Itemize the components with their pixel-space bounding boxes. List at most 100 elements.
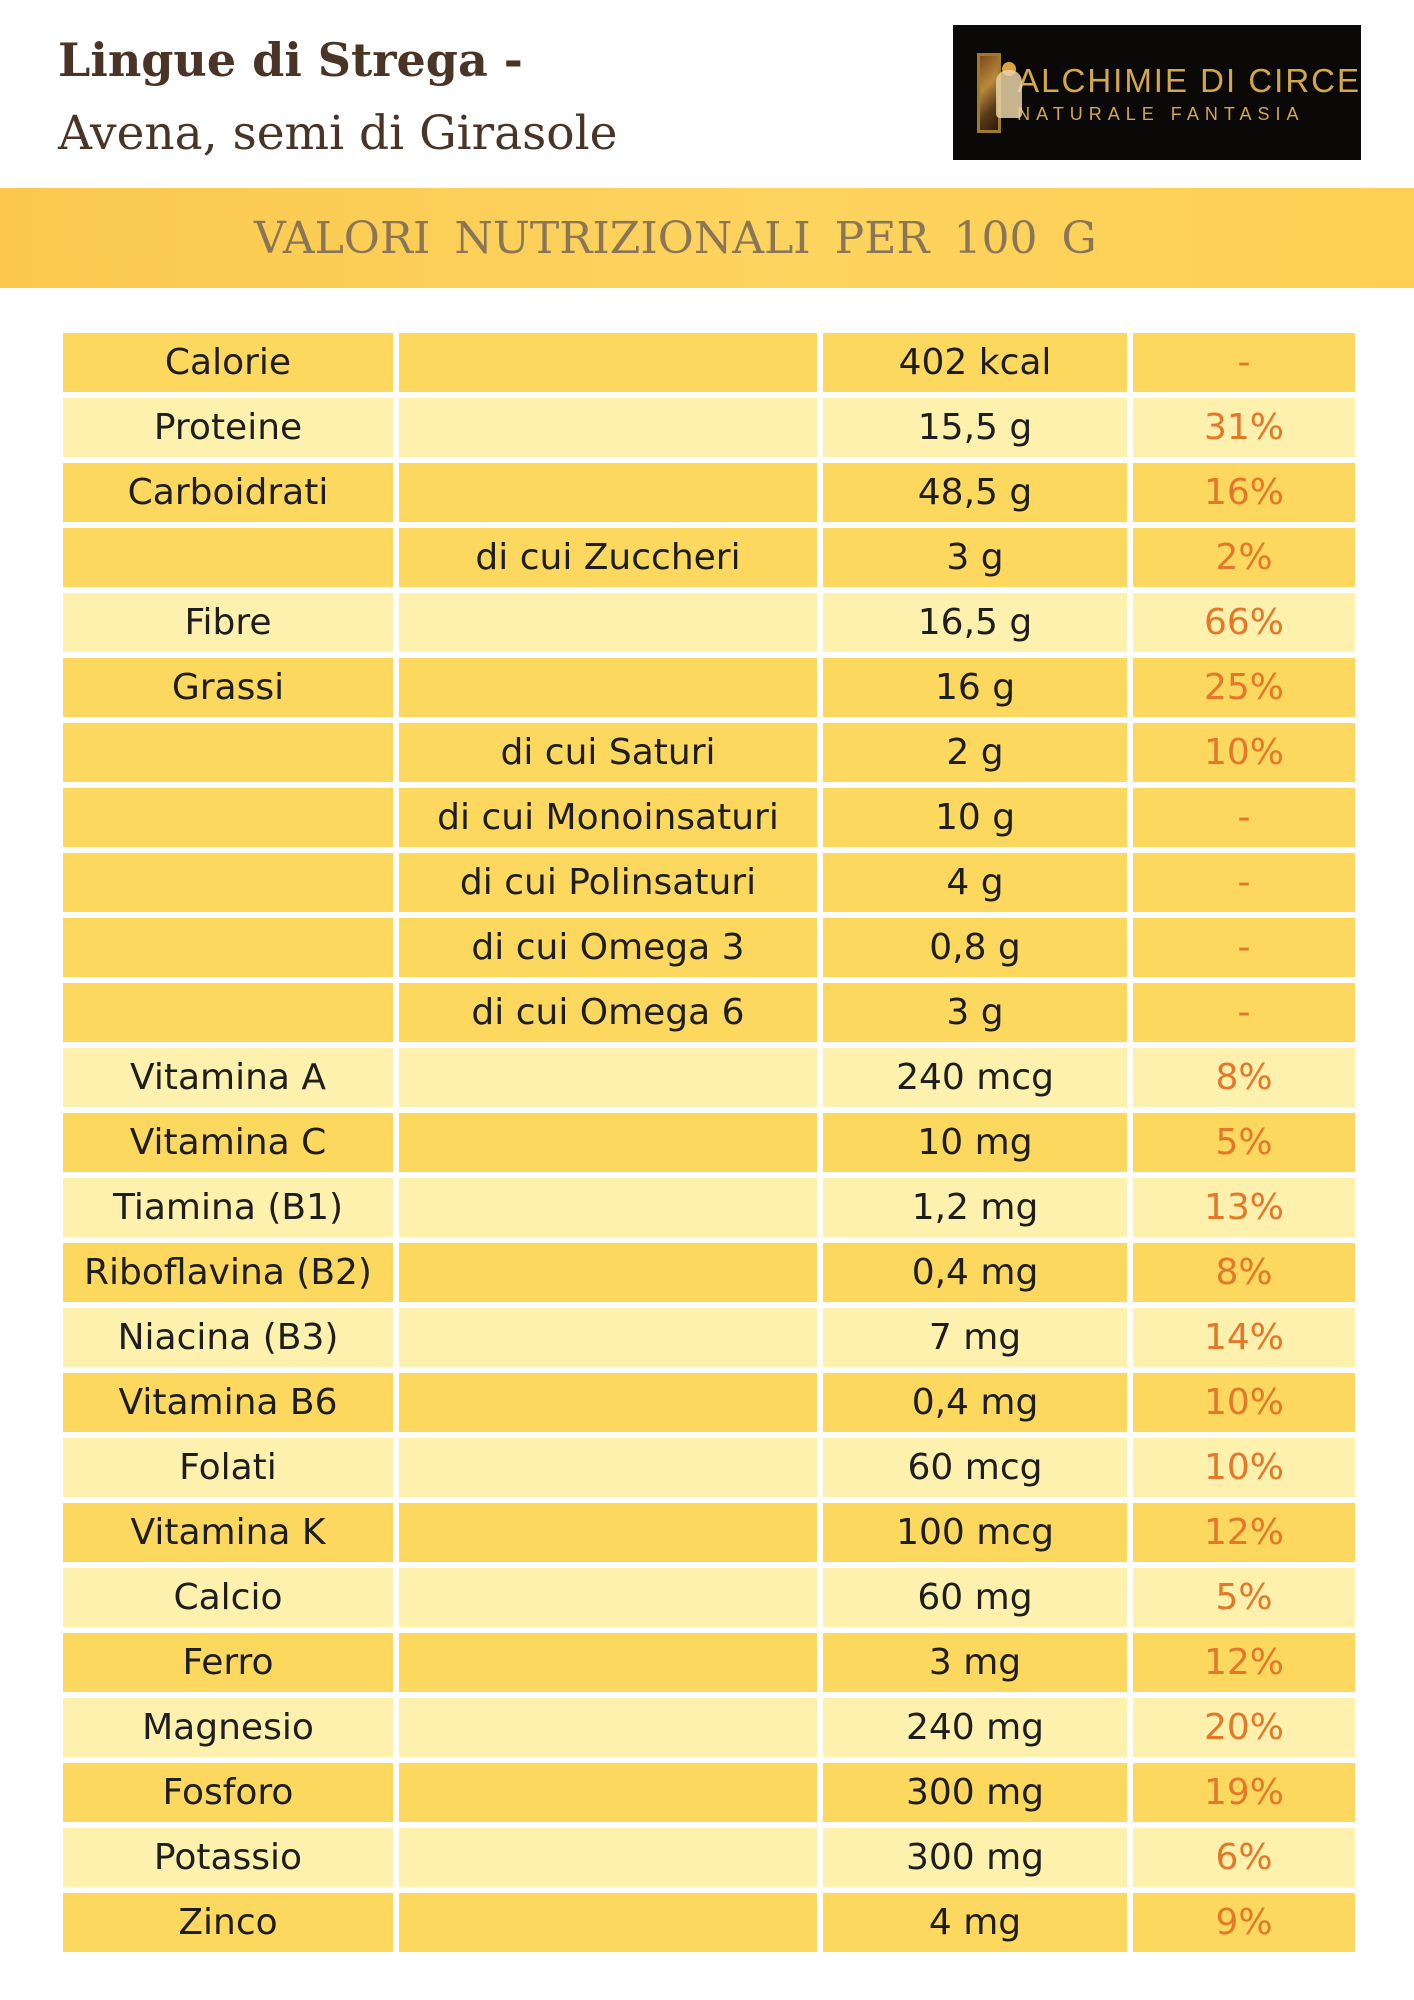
nutrient-name: Carboidrati bbox=[63, 463, 393, 522]
nutrient-value: 240 mg bbox=[823, 1698, 1127, 1757]
nutrient-name: Vitamina C bbox=[63, 1113, 393, 1172]
nutrient-value: 15,5 g bbox=[823, 398, 1127, 457]
nutrition-table: Calorie 402 kcal - Proteine 15,5 g 31% Carboid… bbox=[63, 333, 1355, 1958]
nutrient-subtype bbox=[399, 1503, 817, 1562]
table-row: Folati 60 mcg 10% bbox=[63, 1438, 1355, 1497]
nutrient-name bbox=[63, 853, 393, 912]
nutrient-value: 16,5 g bbox=[823, 593, 1127, 652]
nutrient-percent: 66% bbox=[1133, 593, 1355, 652]
nutrient-percent: - bbox=[1133, 983, 1355, 1042]
table-row: Carboidrati 48,5 g 16% bbox=[63, 463, 1355, 522]
nutrient-percent: 5% bbox=[1133, 1568, 1355, 1627]
nutrient-value: 10 g bbox=[823, 788, 1127, 847]
nutrient-subtype bbox=[399, 658, 817, 717]
nutrient-name bbox=[63, 723, 393, 782]
nutrient-percent: 8% bbox=[1133, 1243, 1355, 1302]
section-banner: VALORI NUTRIZIONALI PER 100 G bbox=[0, 188, 1414, 288]
nutrient-subtype bbox=[399, 1243, 817, 1302]
nutrient-subtype bbox=[399, 1438, 817, 1497]
nutrient-name: Zinco bbox=[63, 1893, 393, 1952]
table-row: Fibre 16,5 g 66% bbox=[63, 593, 1355, 652]
nutrient-value: 4 mg bbox=[823, 1893, 1127, 1952]
nutrient-name: Ferro bbox=[63, 1633, 393, 1692]
nutrient-value: 10 mg bbox=[823, 1113, 1127, 1172]
nutrient-subtype bbox=[399, 398, 817, 457]
nutrient-value: 3 g bbox=[823, 983, 1127, 1042]
nutrient-percent: 10% bbox=[1133, 1373, 1355, 1432]
title-block: Lingue di Strega - Avena, semi di Giraso… bbox=[58, 24, 617, 172]
nutrient-subtype bbox=[399, 1308, 817, 1367]
nutrient-percent: 2% bbox=[1133, 528, 1355, 587]
table-row: Niacina (B3) 7 mg 14% bbox=[63, 1308, 1355, 1367]
nutrient-value: 402 kcal bbox=[823, 333, 1127, 392]
nutrient-percent: 19% bbox=[1133, 1763, 1355, 1822]
nutrient-name: Riboflavina (B2) bbox=[63, 1243, 393, 1302]
nutrient-percent: 10% bbox=[1133, 723, 1355, 782]
nutrient-percent: 10% bbox=[1133, 1438, 1355, 1497]
nutrient-subtype: di cui Omega 3 bbox=[399, 918, 817, 977]
table-row: Riboflavina (B2) 0,4 mg 8% bbox=[63, 1243, 1355, 1302]
nutrient-subtype bbox=[399, 1893, 817, 1952]
table-row: Fosforo 300 mg 19% bbox=[63, 1763, 1355, 1822]
nutrient-subtype bbox=[399, 1828, 817, 1887]
table-row: Vitamina B6 0,4 mg 10% bbox=[63, 1373, 1355, 1432]
nutrient-percent: - bbox=[1133, 788, 1355, 847]
nutrient-subtype: di cui Zuccheri bbox=[399, 528, 817, 587]
nutrient-subtype bbox=[399, 593, 817, 652]
nutrient-value: 3 g bbox=[823, 528, 1127, 587]
table-row: Vitamina A 240 mcg 8% bbox=[63, 1048, 1355, 1107]
table-row: Magnesio 240 mg 20% bbox=[63, 1698, 1355, 1757]
nutrient-value: 60 mcg bbox=[823, 1438, 1127, 1497]
table-row: Grassi 16 g 25% bbox=[63, 658, 1355, 717]
nutrient-value: 16 g bbox=[823, 658, 1127, 717]
nutrient-percent: - bbox=[1133, 333, 1355, 392]
table-row: Vitamina K 100 mcg 12% bbox=[63, 1503, 1355, 1562]
nutrient-subtype bbox=[399, 1113, 817, 1172]
table-row: Potassio 300 mg 6% bbox=[63, 1828, 1355, 1887]
nutrient-subtype bbox=[399, 333, 817, 392]
table-row: di cui Saturi 2 g 10% bbox=[63, 723, 1355, 782]
nutrient-subtype bbox=[399, 463, 817, 522]
nutrient-name: Grassi bbox=[63, 658, 393, 717]
nutrient-subtype bbox=[399, 1568, 817, 1627]
nutrient-value: 100 mcg bbox=[823, 1503, 1127, 1562]
nutrient-value: 0,4 mg bbox=[823, 1373, 1127, 1432]
nutrient-percent: 31% bbox=[1133, 398, 1355, 457]
nutrient-subtype: di cui Saturi bbox=[399, 723, 817, 782]
nutrient-name bbox=[63, 788, 393, 847]
nutrient-subtype bbox=[399, 1178, 817, 1237]
nutrient-name: Folati bbox=[63, 1438, 393, 1497]
nutrient-percent: 12% bbox=[1133, 1503, 1355, 1562]
logo-text: ALCHIMIE DI CIRCE NATURALE FANTASIA bbox=[1017, 60, 1361, 126]
nutrient-name: Fosforo bbox=[63, 1763, 393, 1822]
table-row: di cui Zuccheri 3 g 2% bbox=[63, 528, 1355, 587]
nutrient-value: 0,8 g bbox=[823, 918, 1127, 977]
nutrient-name bbox=[63, 528, 393, 587]
brand-name: ALCHIMIE DI CIRCE bbox=[1017, 61, 1361, 99]
nutrient-subtype bbox=[399, 1048, 817, 1107]
nutrient-value: 240 mcg bbox=[823, 1048, 1127, 1107]
table-row: Calorie 402 kcal - bbox=[63, 333, 1355, 392]
nutrient-value: 60 mg bbox=[823, 1568, 1127, 1627]
nutrient-name: Vitamina K bbox=[63, 1503, 393, 1562]
nutrient-name: Calcio bbox=[63, 1568, 393, 1627]
nutrient-value: 300 mg bbox=[823, 1763, 1127, 1822]
brand-logo: ALCHIMIE DI CIRCE NATURALE FANTASIA bbox=[953, 25, 1361, 160]
nutrient-percent: 6% bbox=[1133, 1828, 1355, 1887]
product-subtitle: Avena, semi di Girasole bbox=[58, 106, 618, 161]
nutrient-name bbox=[63, 983, 393, 1042]
nutrient-percent: 25% bbox=[1133, 658, 1355, 717]
nutrient-name bbox=[63, 918, 393, 977]
circe-painting-icon bbox=[977, 52, 1022, 133]
nutrient-value: 0,4 mg bbox=[823, 1243, 1127, 1302]
nutrient-percent: 12% bbox=[1133, 1633, 1355, 1692]
nutrient-percent: 16% bbox=[1133, 463, 1355, 522]
nutrient-name: Fibre bbox=[63, 593, 393, 652]
product-title: Lingue di Strega - bbox=[58, 33, 523, 87]
nutrient-value: 7 mg bbox=[823, 1308, 1127, 1367]
nutrient-name: Potassio bbox=[63, 1828, 393, 1887]
table-row: Zinco 4 mg 9% bbox=[63, 1893, 1355, 1952]
nutrient-percent: 5% bbox=[1133, 1113, 1355, 1172]
nutrient-percent: 9% bbox=[1133, 1893, 1355, 1952]
